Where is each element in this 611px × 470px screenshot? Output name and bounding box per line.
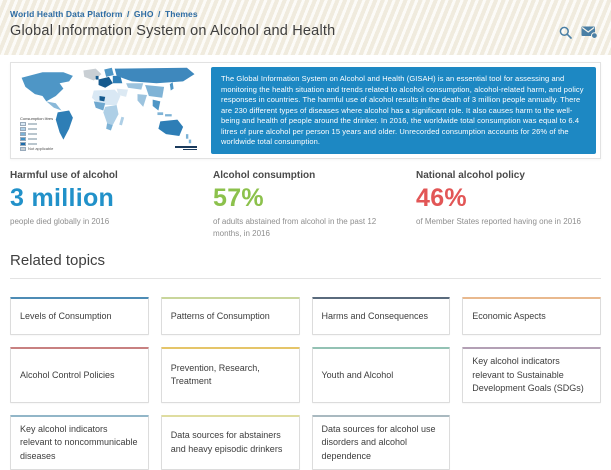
stat-caption: of Member States reported having one in … [416,216,601,228]
stat-value: 46% [416,184,606,213]
related-topics-section: Related topics [0,240,611,279]
breadcrumb-link[interactable]: GHO [134,9,154,19]
related-topics-heading: Related topics [10,252,601,279]
world-map-figure: Consumption litres Not applicable [11,63,207,158]
map-legend-na-swatch [20,147,26,151]
map-legend-swatch [20,127,26,131]
map-legend-swatch [20,137,26,141]
topic-tile-label: Economic Aspects [472,310,546,324]
topic-tile-label: Data sources for alcohol use disorders a… [322,423,441,464]
map-legend-label [28,133,37,135]
stat-caption: people died globally in 2016 [10,216,195,228]
topic-tile-label: Key alcohol indicators relevant to nonco… [20,423,139,464]
topic-tile-label: Alcohol Control Policies [20,369,115,383]
stat-block: Alcohol consumption 57% of adults abstaine… [213,170,403,240]
breadcrumb-separator: / [125,9,132,19]
topic-tile[interactable]: Key alcohol indicators relevant to nonco… [10,415,149,470]
stat-label: Harmful use of alcohol [10,170,200,181]
map-legend-na-label: Not applicable [28,147,53,151]
map-legend-swatch [20,142,26,146]
stat-label: Alcohol consumption [213,170,403,181]
topic-tile-label: Levels of Consumption [20,310,112,324]
map-watermark [175,146,197,151]
topic-tile[interactable]: Data sources for alcohol use disorders a… [312,415,451,470]
map-legend-swatches [20,122,53,146]
breadcrumb: World Health Data Platform / GHO / Theme… [10,9,599,19]
breadcrumb-separator: / [156,9,163,19]
map-legend: Consumption litres Not applicable [20,117,53,151]
topic-tile-label: Harms and Consequences [322,310,429,324]
topic-tile[interactable]: Prevention, Research, Treatment [161,347,300,403]
topic-tile-label: Patterns of Consumption [171,310,270,324]
topic-tile[interactable]: Economic Aspects [462,297,601,335]
header-band: World Health Data Platform / GHO / Theme… [0,0,611,55]
breadcrumb-link[interactable]: Themes [165,9,198,19]
stat-value: 3 million [10,184,200,213]
topic-tile[interactable]: Key alcohol indicators relevant to Susta… [462,347,601,403]
map-legend-label [28,128,37,130]
topic-tile[interactable]: Harms and Consequences [312,297,451,335]
topic-tile[interactable]: Alcohol Control Policies [10,347,149,403]
stat-block: National alcohol policy 46% of Member Stat… [416,170,606,240]
stat-value: 57% [213,184,403,213]
topic-tile-label: Prevention, Research, Treatment [171,362,290,389]
stat-label: National alcohol policy [416,170,606,181]
map-legend-label [28,143,37,145]
topic-tile[interactable]: Youth and Alcohol [312,347,451,403]
map-legend-na-row: Not applicable [20,147,53,151]
gisah-description: The Global Information System on Alcohol… [211,67,596,154]
breadcrumb-link[interactable]: World Health Data Platform [10,9,123,19]
search-icon[interactable] [559,26,572,39]
topic-tile[interactable]: Data sources for abstainers and heavy ep… [161,415,300,470]
page-title: Global Information System on Alcohol and… [10,23,599,39]
map-legend-row [20,137,53,141]
map-legend-title: Consumption litres [20,117,53,121]
topic-tile[interactable]: Levels of Consumption [10,297,149,335]
map-legend-row [20,132,53,136]
map-legend-row [20,122,53,126]
topic-tile-label: Youth and Alcohol [322,369,394,383]
related-topics-grid: Levels of Consumption Patterns of Consump… [10,297,601,470]
mail-envelope-icon[interactable] [581,25,598,39]
map-legend-row [20,127,53,131]
map-legend-label [28,123,37,125]
hero-card: Consumption litres Not applicable The Gl… [10,62,601,159]
stat-block: Harmful use of alcohol 3 million people di… [10,170,200,240]
map-legend-swatch [20,122,26,126]
topic-tile[interactable]: Patterns of Consumption [161,297,300,335]
header-icons [559,25,598,39]
topic-tile-label: Key alcohol indicators relevant to Susta… [472,355,591,396]
topic-tile-label: Data sources for abstainers and heavy ep… [171,429,290,456]
stat-caption: of adults abstained from alcohol in the … [213,216,398,240]
map-legend-label [28,138,37,140]
stats-section: Harmful use of alcohol 3 million people di… [0,159,611,240]
map-legend-swatch [20,132,26,136]
